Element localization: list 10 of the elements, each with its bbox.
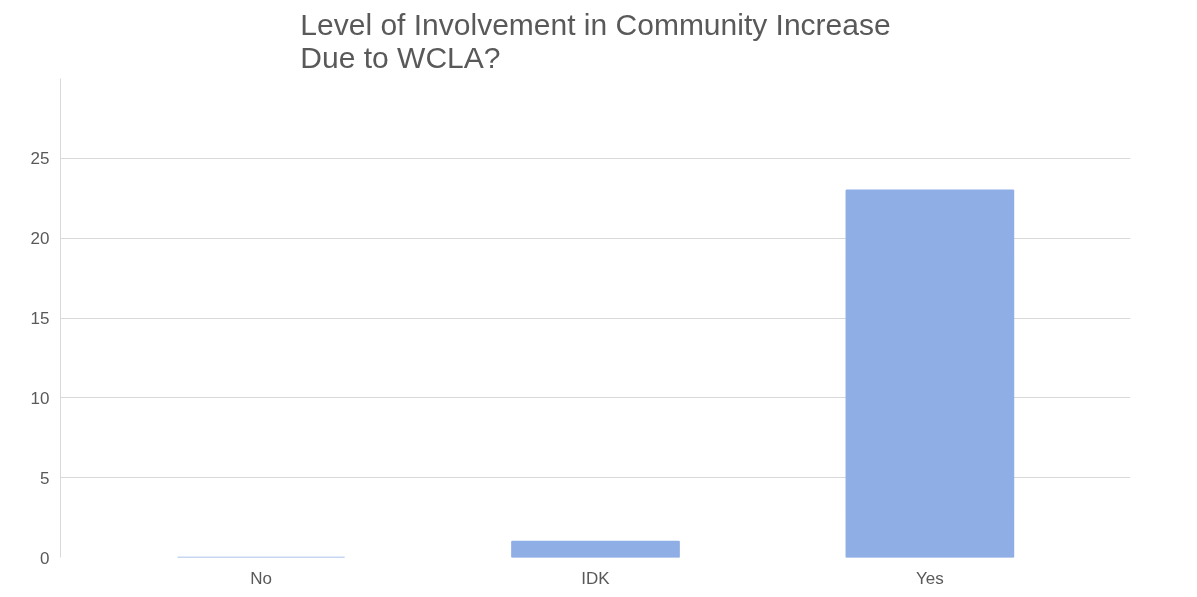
y-tick-label: 25 [30,149,50,169]
y-tick-label: 20 [30,229,50,249]
y-tick-label: 5 [40,468,50,488]
x-tick-label: IDK [581,568,611,588]
x-tick-label: Yes [916,568,944,588]
y-tick-label: 15 [30,309,50,328]
y-tick-label: 10 [30,388,50,408]
chart-title: Level of Involvement in Community Increase Due to WCLA? [300,7,891,74]
x-tick-label: No [250,568,272,588]
y-tick-label: 0 [40,548,50,568]
